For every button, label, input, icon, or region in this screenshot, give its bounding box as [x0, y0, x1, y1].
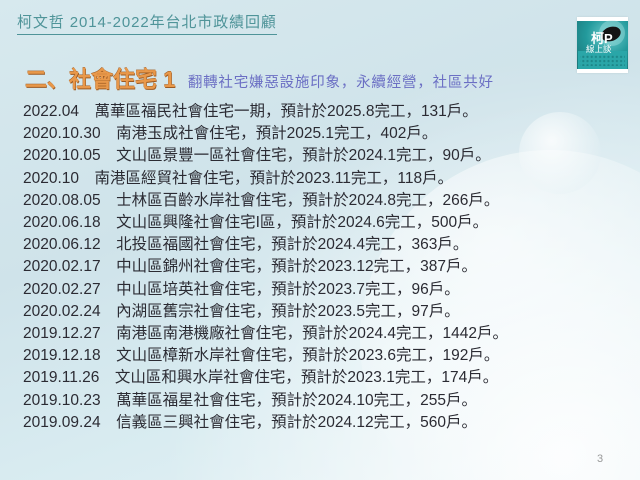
svg-text:線上談: 線上談 — [586, 44, 612, 54]
